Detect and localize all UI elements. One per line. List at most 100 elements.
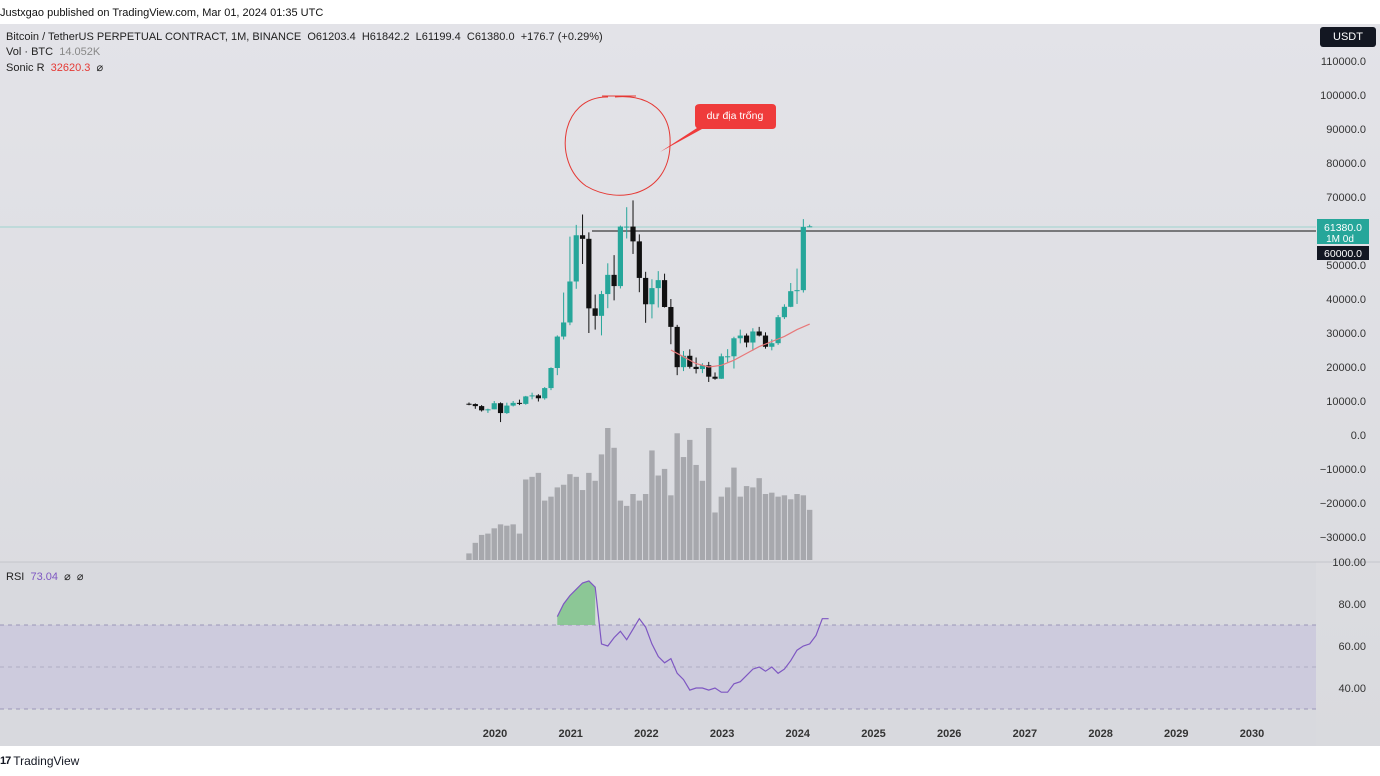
candle-body <box>611 274 617 287</box>
open-value: O61203.4 <box>307 31 356 43</box>
candle-body <box>510 402 516 406</box>
callout-text: dư địa trống <box>707 110 764 122</box>
volume-bar <box>611 447 617 560</box>
rsi-axis: 100.00 80.00 60.00 40.00 <box>1332 557 1366 695</box>
tradingview-logo[interactable]: 17 TradingView <box>0 754 79 768</box>
volume-bar <box>491 528 497 560</box>
volume-bar <box>472 542 479 560</box>
candle-body <box>680 355 687 368</box>
candle-body <box>762 335 769 347</box>
volume-bar <box>794 494 800 560</box>
candle-body <box>485 409 491 411</box>
volume-bar <box>510 524 516 560</box>
volume-bar <box>661 468 668 560</box>
price-tick-label: 0.0 <box>1351 430 1366 442</box>
volume-bar <box>712 512 718 560</box>
time-tick-label: 2028 <box>1088 728 1112 740</box>
price-tick-label: 10000.0 <box>1326 396 1366 408</box>
volume-bar <box>504 525 510 560</box>
volume-bar <box>478 534 485 560</box>
candle-body <box>737 335 743 339</box>
volume-bar <box>624 505 630 560</box>
price-tick-label: 110000.0 <box>1321 56 1366 68</box>
candle-body <box>807 226 813 228</box>
volume-bar <box>586 472 592 560</box>
candle-body <box>630 226 636 242</box>
published-caption: Justxgao published on TradingView.com, M… <box>0 7 324 19</box>
volume-bar <box>523 479 529 560</box>
candle-body <box>561 322 567 337</box>
price-tick-label: 20000.0 <box>1326 362 1366 374</box>
candle-body <box>674 326 680 368</box>
currency-button[interactable]: USDT <box>1320 27 1376 47</box>
candle-body <box>636 241 642 278</box>
candle-body <box>624 226 630 228</box>
volume-bar <box>806 509 813 560</box>
time-tick-label: 2025 <box>861 728 885 740</box>
volume-bar <box>655 475 661 560</box>
footer-bar <box>0 746 1380 776</box>
volume-bar <box>485 533 491 560</box>
time-tick-label: 2021 <box>558 728 582 740</box>
time-tick-label: 2020 <box>483 728 507 740</box>
volume-bar <box>731 467 737 560</box>
chart-svg[interactable]: 110000.0 100000.0 90000.0 80000.0 70000.0 600… <box>0 24 1380 746</box>
tradingview-logo-icon: 17 <box>0 755 11 767</box>
time-tick-label: 2027 <box>1013 728 1037 740</box>
volume-bar <box>535 472 542 560</box>
callout-bubble[interactable] <box>660 104 776 152</box>
volume-bar <box>579 490 586 560</box>
time-axis: 2020 2021 2022 2023 2024 2025 2026 2027 2028 2029… <box>483 728 1264 740</box>
change-value: +176.7 (+0.29%) <box>520 31 603 43</box>
rsi-tick-label: 40.00 <box>1338 683 1366 695</box>
candle-body <box>504 405 510 414</box>
volume-bars <box>466 428 813 560</box>
candle-body <box>523 396 529 404</box>
candle-body <box>548 368 554 389</box>
time-tick-label: 2022 <box>634 728 658 740</box>
candle-body <box>586 238 592 309</box>
candle-body <box>788 291 794 307</box>
rsi-label: RSI <box>6 571 25 583</box>
rsi-legend[interactable]: RSI 73.04 ⌀ ⌀ <box>6 570 84 583</box>
price-tick-label: 90000.0 <box>1326 124 1366 136</box>
candle-body <box>712 376 718 379</box>
volume-label: Vol · BTC <box>6 46 54 58</box>
candle-body <box>542 388 548 399</box>
candles[interactable] <box>466 200 813 423</box>
symbol-legend[interactable]: Bitcoin / TetherUS PERPETUAL CONTRACT, 1… <box>6 31 603 43</box>
volume-bar <box>800 495 807 560</box>
volume-bar <box>762 494 769 560</box>
rsi-settings-icon[interactable]: ⌀ <box>76 571 84 583</box>
rsi-visibility-icon[interactable]: ⌀ <box>64 571 71 583</box>
rsi-line <box>556 580 829 693</box>
sonic-legend[interactable]: Sonic R 32620.3 ⌀ <box>6 61 103 74</box>
candle-body <box>731 338 737 357</box>
candle-body <box>554 336 560 369</box>
last-price-badge <box>1317 219 1369 244</box>
chart-area[interactable]: 110000.0 100000.0 90000.0 80000.0 70000.0 600… <box>0 24 1380 746</box>
volume-bar <box>706 428 712 560</box>
volume-bar <box>775 496 781 560</box>
volume-bar <box>605 428 611 560</box>
sonic-visibility-icon[interactable]: ⌀ <box>96 62 104 74</box>
candle-body <box>573 235 579 282</box>
sonic-r-line <box>670 323 810 368</box>
publish-header: Justxgao published on TradingView.com, M… <box>0 0 1380 24</box>
volume-bar <box>781 495 788 560</box>
volume-bar <box>497 524 504 560</box>
candle-body <box>668 306 674 327</box>
price-axis: 110000.0 100000.0 90000.0 80000.0 70000.0 600… <box>1320 56 1366 544</box>
drawn-circle[interactable] <box>564 95 671 196</box>
line-price-label: 60000.0 <box>1324 248 1362 260</box>
rsi-tick-label: 80.00 <box>1338 599 1366 611</box>
symbol-name: Bitcoin / TetherUS PERPETUAL CONTRACT, 1… <box>6 31 302 43</box>
candle-body <box>529 395 535 397</box>
candle-body <box>794 290 800 292</box>
volume-legend[interactable]: Vol · BTC 14.052K <box>6 46 100 58</box>
candle-body <box>579 235 586 239</box>
rsi-tick-label: 100.00 <box>1332 557 1366 569</box>
price-tick-label: −20000.0 <box>1320 498 1366 510</box>
rsi-value: 73.04 <box>30 571 58 583</box>
candle-body <box>598 294 605 316</box>
